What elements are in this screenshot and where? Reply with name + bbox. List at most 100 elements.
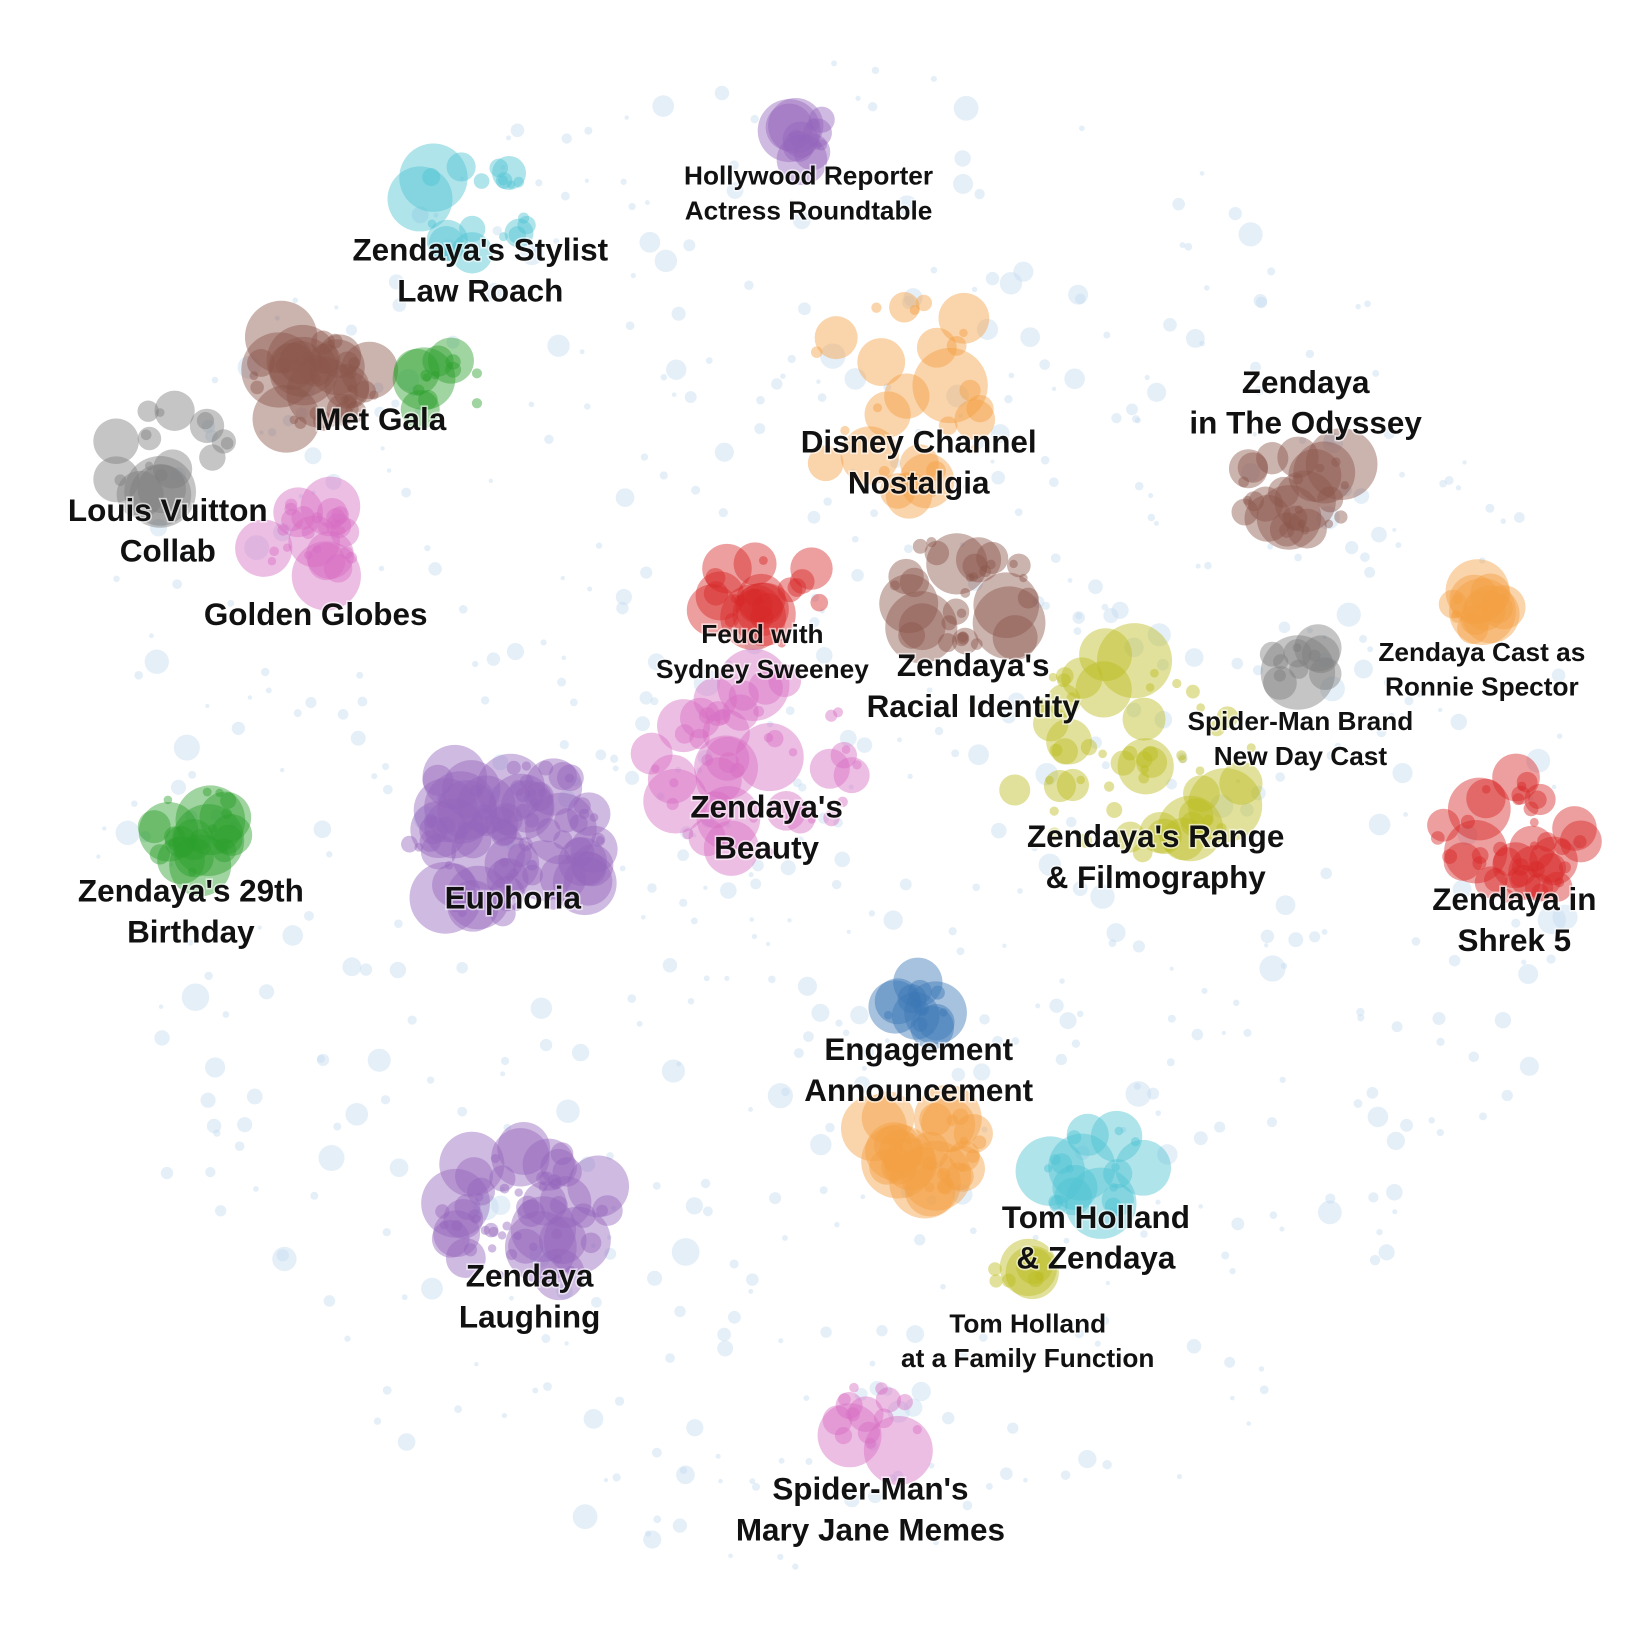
bubble [301,351,312,362]
background-dot [534,248,539,253]
bubble [1080,739,1098,756]
background-dot [1368,1192,1379,1203]
bubble [413,778,478,843]
bubble [213,824,243,854]
bubble [938,292,990,344]
background-dot [297,382,315,401]
bubble [1146,818,1182,855]
background-dot [903,288,923,308]
bubble [507,843,532,868]
bubble [695,571,745,621]
background-dot [323,1295,336,1307]
background-dot [1088,579,1103,595]
bubble [1055,667,1074,685]
background-dot [305,696,317,709]
background-dot [1280,962,1288,969]
background-dot [651,1447,662,1458]
bubble [333,402,353,422]
bubble [323,553,353,583]
background-dot [744,280,754,290]
bubble [959,1136,968,1145]
background-dot [765,941,771,947]
bubble [908,979,932,1004]
bubble [335,351,359,375]
background-dot [1528,795,1534,801]
background-dot [725,659,732,666]
background-dot [819,1186,828,1195]
background-dot [454,1405,462,1414]
bubble [424,798,485,859]
bubble [912,1425,922,1435]
bubble [513,840,575,901]
background-dot [684,391,697,404]
background-dot [953,173,974,194]
background-dot [659,471,668,480]
background-dot [1269,1211,1278,1219]
background-dot [718,1478,723,1484]
bubble [343,393,357,407]
bubble [275,357,292,374]
bubble [1274,470,1336,532]
bubble [1157,795,1224,862]
bubble [1449,574,1500,625]
background-dot [579,349,585,355]
background-dot [1345,540,1359,555]
background-dot [718,508,728,518]
background-dot [680,826,694,840]
background-dot [1157,1144,1178,1165]
bubble [337,526,346,535]
background-dot [1111,601,1129,619]
background-dot [825,1122,835,1133]
background-dot [985,1483,993,1490]
bubble [524,813,540,828]
background-dot [1013,261,1034,282]
background-dot [1479,1112,1487,1121]
background-dot [769,1192,782,1205]
background-dot [834,851,850,868]
background-dot [1101,603,1109,611]
background-dot [503,1123,512,1132]
bubble [1471,847,1489,864]
bubble [484,836,540,892]
background-dot [378,565,385,572]
background-dot [797,976,817,996]
background-dot [231,721,245,735]
background-dot [1395,542,1402,549]
background-dot [1376,727,1387,738]
bubble [431,371,440,380]
background-dot [1201,987,1208,994]
background-dot [337,709,349,720]
bubble [903,1133,915,1145]
bubble [1527,860,1545,878]
bubble [313,411,333,431]
bubble [1277,436,1319,478]
bubble [837,796,848,808]
bubble [753,705,765,717]
bubble [924,540,950,566]
background-dot [457,1106,468,1117]
bubble [124,456,197,528]
bubble [455,1157,494,1196]
background-dot [389,1158,409,1178]
bubble [1470,573,1511,614]
background-dot [868,1488,883,1504]
bubble [291,506,316,530]
bubble [702,709,750,757]
bubble [439,1131,505,1197]
bubble [580,1232,602,1254]
bubble [445,1238,486,1279]
bubble [689,728,710,750]
background-dot [985,271,1000,286]
bubble [1090,1110,1143,1163]
bubble [211,429,236,454]
bubble [1016,1248,1053,1285]
background-dot [687,997,695,1005]
background-dot [558,789,576,808]
background-dot [868,910,876,917]
bubble [506,1248,518,1261]
background-dot [532,242,541,252]
bubble [393,348,440,395]
background-dot [591,1297,602,1308]
background-dot [1416,689,1425,698]
bubble [956,608,967,618]
